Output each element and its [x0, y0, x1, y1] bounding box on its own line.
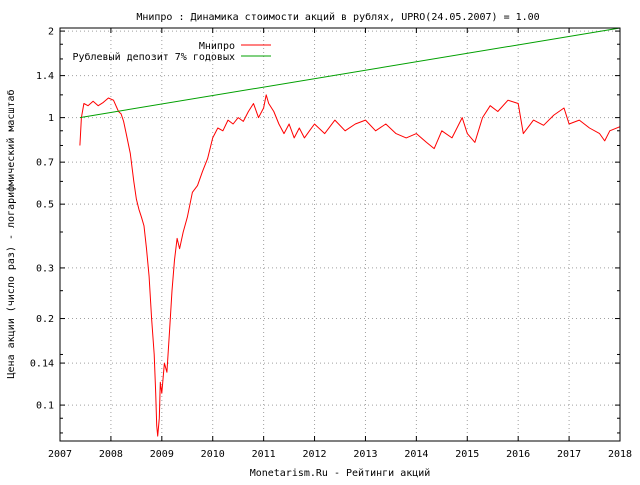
legend: Мнипро Рублевый депозит 7% годовых [72, 41, 271, 63]
series-line-2 [79, 27, 621, 119]
y-tick-label: 2 [48, 27, 54, 38]
x-tick-label: 2014 [404, 449, 428, 460]
x-tick-label: 2015 [455, 449, 479, 460]
x-tick-label: 2010 [201, 449, 225, 460]
x-tick-label: 2013 [353, 449, 377, 460]
chart-title: Мнипро : Динамика стоимости акций в рубл… [136, 11, 539, 23]
grid [60, 28, 620, 441]
y-tick-label: 0.1 [36, 401, 54, 412]
y-tick-label: 0.2 [36, 314, 54, 325]
x-tick-labels: 2007 2008 2009 2010 2011 2012 2013 2014 2015 2016… [48, 449, 632, 460]
legend-label-series-1: Мнипро [199, 41, 235, 52]
series-line-1 [79, 94, 621, 437]
y-tick-label: 0.3 [36, 263, 54, 274]
y-tick-label: 0.7 [36, 158, 54, 169]
x-tick-label: 2017 [557, 449, 581, 460]
x-tick-label: 2011 [252, 449, 276, 460]
y-tick-label: 1.4 [36, 71, 54, 82]
y-tick-label: 1 [48, 113, 54, 124]
x-tick-label: 2008 [99, 449, 123, 460]
x-tick-label: 2009 [150, 449, 174, 460]
x-tick-label: 2007 [48, 449, 72, 460]
x-tick-label: 2018 [608, 449, 632, 460]
x-tick-label: 2012 [302, 449, 326, 460]
x-axis-label: Monetarism.Ru - Рейтинги акций [250, 467, 431, 479]
axis-ticks [59, 28, 621, 441]
y-tick-label: 0.5 [36, 200, 54, 211]
y-tick-labels: 0.1 0.14 0.2 0.3 0.5 0.7 1 1.4 2 [30, 27, 54, 412]
series-lines [79, 27, 621, 437]
plot-frame [59, 27, 621, 442]
x-tick-label: 2016 [506, 449, 530, 460]
y-axis-label: Цена акции (число раз) - логарифмический… [5, 90, 17, 379]
legend-label-series-2: Рублевый депозит 7% годовых [72, 51, 235, 63]
y-tick-label: 0.14 [30, 359, 54, 370]
